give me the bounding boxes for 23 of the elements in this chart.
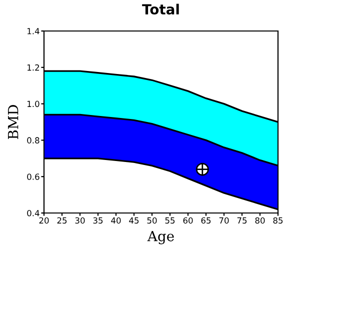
x-tick-label: 50 [147,217,157,224]
y-tick-label: 1.4 [27,28,40,34]
x-tick-label: 45 [129,217,139,224]
x-tick-label: 65 [201,217,211,224]
x-tick-label: 60 [183,217,193,224]
y-tick-label: 0.6 [27,174,40,180]
x-tick-label: 20 [39,217,49,224]
x-tick-label: 30 [75,217,85,224]
x-axis-title: Age [147,231,174,244]
y-tick-label: 1.0 [27,100,40,108]
y-tick-label: 0.4 [27,210,40,216]
y-axis-title: BMD [8,105,18,140]
y-tick-label: 1.2 [27,64,39,71]
x-tick-label: 80 [255,217,265,224]
x-tick-label: 70 [219,217,229,224]
x-tick-label: 85 [273,217,283,224]
x-tick-label: 55 [165,217,175,224]
x-tick-label: 40 [111,217,121,224]
chart-title: Total [142,4,179,15]
x-tick-label: 25 [57,217,67,224]
y-tick-label: 0.8 [27,137,40,144]
x-tick-label: 35 [93,217,103,224]
x-tick-label: 75 [237,217,247,224]
